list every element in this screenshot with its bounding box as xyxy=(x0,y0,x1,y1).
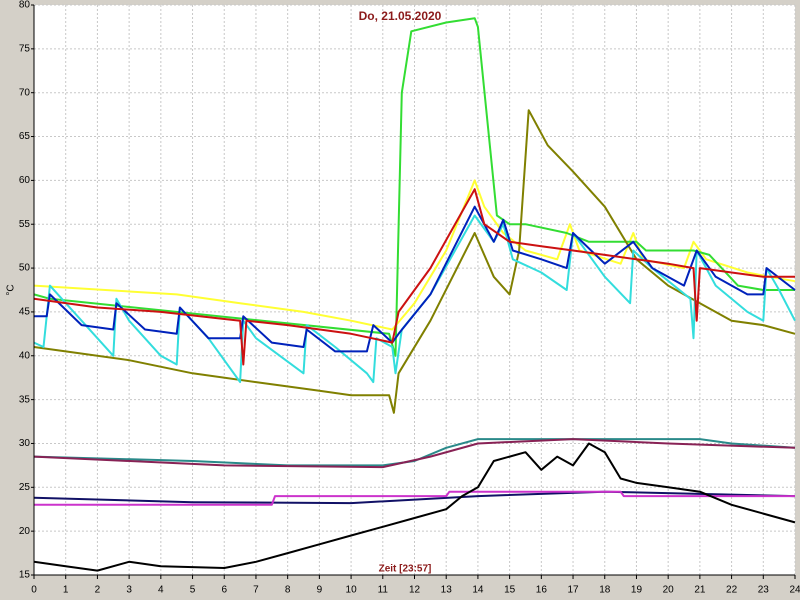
x-tick-label: 14 xyxy=(472,585,484,596)
series-line xyxy=(33,438,796,469)
x-tick-label: 22 xyxy=(726,585,738,596)
y-tick-label: 50 xyxy=(19,263,31,274)
y-tick-label: 20 xyxy=(19,526,31,537)
y-tick-label: 45 xyxy=(19,307,31,318)
series-line xyxy=(33,442,796,572)
series-line xyxy=(34,205,796,353)
y-tick-label: 15 xyxy=(19,570,31,581)
x-tick-label: 15 xyxy=(504,585,516,596)
chart-title: Do, 21.05.2020 xyxy=(359,9,442,23)
series-line xyxy=(33,438,796,467)
y-tick-label: 80 xyxy=(19,0,31,11)
x-tick-label: 4 xyxy=(158,585,164,596)
series-line xyxy=(33,179,796,331)
x-tick-label: 18 xyxy=(599,585,611,596)
x-tick-label: 16 xyxy=(536,585,548,596)
x-tick-label: 13 xyxy=(441,585,453,596)
x-tick-label: 8 xyxy=(285,585,291,596)
series-line xyxy=(33,109,796,414)
x-tick-label: 10 xyxy=(346,585,358,596)
y-tick-label: 70 xyxy=(19,87,31,98)
x-tick-label: 21 xyxy=(694,585,706,596)
y-tick-label: 75 xyxy=(19,43,31,54)
y-tick-label: 25 xyxy=(19,482,31,493)
series-line xyxy=(33,214,796,384)
x-tick-label: 5 xyxy=(190,585,196,596)
x-tick-label: 11 xyxy=(378,585,389,596)
x-tick-label: 20 xyxy=(663,585,675,596)
y-tick-label: 35 xyxy=(19,394,31,405)
x-tick-label: 3 xyxy=(126,585,132,596)
series-line xyxy=(33,490,796,505)
x-tick-label: 12 xyxy=(409,585,421,596)
series-line xyxy=(33,17,795,357)
x-tick-label: 23 xyxy=(758,585,770,596)
x-tick-label: 1 xyxy=(63,585,69,596)
y-tick-label: 60 xyxy=(19,175,31,186)
y-tick-label: 30 xyxy=(19,438,31,449)
y-tick-label: 55 xyxy=(19,219,31,230)
x-tick-label: 9 xyxy=(317,585,323,596)
x-tick-label: 7 xyxy=(253,585,259,596)
x-tick-label: 0 xyxy=(31,585,37,596)
series-line xyxy=(34,490,795,506)
x-tick-label: 17 xyxy=(567,585,579,596)
x-tick-label: 6 xyxy=(221,585,227,596)
x-tick-label: 19 xyxy=(631,585,643,596)
x-tick-label: 24 xyxy=(789,585,800,596)
y-tick-label: 40 xyxy=(19,350,31,361)
x-axis-label: Zeit [23:57] xyxy=(379,564,432,575)
y-tick-label: 65 xyxy=(19,131,31,142)
series-line xyxy=(33,188,795,366)
y-axis-label: °C xyxy=(6,284,17,295)
x-tick-label: 2 xyxy=(95,585,101,596)
